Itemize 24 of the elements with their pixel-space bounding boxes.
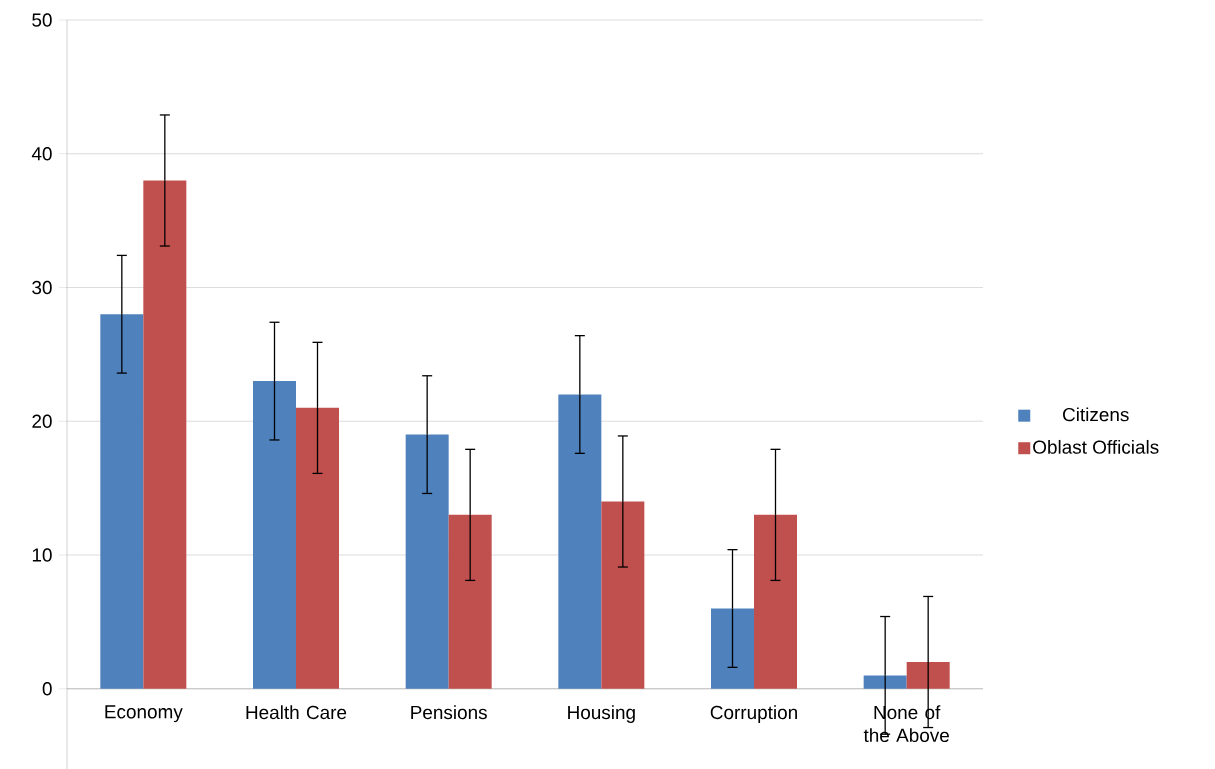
- x-tick-label: Housing: [568, 705, 635, 723]
- bar: [863, 675, 907, 689]
- bar: [296, 407, 339, 689]
- legend-label: Citizens: [1063, 407, 1129, 422]
- x-tick-label: Health Care: [246, 705, 347, 720]
- bar: [601, 501, 645, 689]
- bar: [754, 514, 797, 689]
- bar: [448, 514, 492, 689]
- bar: [906, 662, 950, 689]
- bar: [405, 434, 449, 689]
- y-tick-label: 10: [32, 548, 52, 562]
- y-tick-label: 0: [42, 682, 52, 696]
- bar: [558, 394, 602, 689]
- bar: [253, 381, 296, 689]
- x-tick-label: Economy: [105, 705, 183, 723]
- x-tick-label: Corruption: [710, 705, 797, 723]
- legend-label: Oblast Officials: [1033, 439, 1159, 454]
- x-tick-label: Pensions: [411, 705, 487, 720]
- bar: [100, 314, 144, 689]
- y-tick-label: 50: [32, 13, 52, 27]
- y-tick-label: 40: [31, 147, 52, 161]
- y-tick-label: 30: [32, 280, 52, 295]
- bar: [143, 180, 187, 689]
- y-tick-label: 20: [32, 414, 52, 428]
